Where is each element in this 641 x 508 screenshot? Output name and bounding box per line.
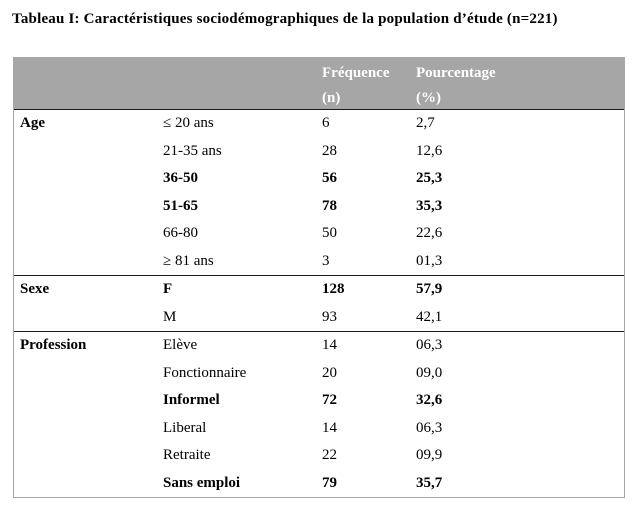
table-title: Tableau I: Caractéristiques sociodémogra…	[12, 11, 558, 27]
table-row: Age ≤ 20 ans 6 2,7	[14, 110, 624, 138]
label-cell: Fonctionnaire	[163, 364, 247, 381]
frequency-cell: 22	[322, 447, 337, 464]
col-header-pourcentage-line2: (%)	[416, 90, 441, 106]
table-row: M 93 42,1	[14, 304, 624, 332]
percentage-cell: 06,3	[416, 337, 443, 354]
col-header-frequence-line1: Fréquence	[322, 65, 390, 81]
percentage-cell: 09,0	[416, 364, 443, 381]
table-row: 36-50 56 25,3	[14, 165, 624, 193]
percentage-cell: 32,6	[416, 392, 443, 409]
percentage-cell: 42,1	[416, 308, 443, 325]
table-row: Retraite 22 09,9	[14, 442, 624, 470]
table-row: Sexe F 128 57,9	[14, 276, 624, 304]
category-cell: Profession	[20, 337, 87, 354]
table-body: Age ≤ 20 ans 6 2,7 21-35 ans 28 12,6 36-…	[14, 110, 624, 497]
frequency-cell: 14	[322, 337, 337, 354]
label-cell: Sans emploi	[163, 474, 241, 491]
header-spacer-label	[163, 61, 322, 109]
frequency-cell: 6	[322, 115, 330, 132]
col-header-pourcentage: Pourcentage (%)	[416, 61, 624, 109]
percentage-cell: 22,6	[416, 225, 443, 242]
frequency-cell: 28	[322, 142, 337, 159]
category-cell: Age	[20, 115, 45, 132]
table-section: Profession Elève 14 06,3 Fonctionnaire 2…	[14, 331, 624, 497]
label-cell: 36-50	[163, 170, 198, 187]
percentage-cell: 25,3	[416, 170, 443, 187]
percentage-cell: 01,3	[416, 252, 443, 269]
frequency-cell: 56	[322, 170, 337, 187]
label-cell: M	[163, 308, 177, 325]
percentage-cell: 35,7	[416, 474, 443, 491]
percentage-cell: 06,3	[416, 419, 443, 436]
table-row: 51-65 78 35,3	[14, 193, 624, 221]
table-row: ≥ 81 ans 3 01,3	[14, 248, 624, 276]
table-row: 66-80 50 22,6	[14, 220, 624, 248]
frequency-cell: 20	[322, 364, 337, 381]
label-cell: 21-35 ans	[163, 142, 222, 159]
label-cell: ≤ 20 ans	[163, 115, 214, 132]
frequency-cell: 79	[322, 474, 337, 491]
percentage-cell: 2,7	[416, 115, 435, 132]
table-row: Informel 72 32,6	[14, 387, 624, 415]
table-section: Age ≤ 20 ans 6 2,7 21-35 ans 28 12,6 36-…	[14, 110, 624, 275]
col-header-frequence: Fréquence (n)	[322, 61, 416, 109]
table-section: Sexe F 128 57,9 M 93 42,1	[14, 275, 624, 331]
label-cell: 66-80	[163, 225, 198, 242]
label-cell: 51-65	[163, 197, 198, 214]
col-header-frequence-line2: (n)	[322, 90, 341, 106]
percentage-cell: 57,9	[416, 281, 443, 298]
percentage-cell: 35,3	[416, 197, 443, 214]
label-cell: Informel	[163, 392, 220, 409]
table-row: Sans emploi 79 35,7	[14, 470, 624, 498]
label-cell: Liberal	[163, 419, 207, 436]
table-row: Liberal 14 06,3	[14, 415, 624, 443]
label-cell: F	[163, 281, 173, 298]
col-header-pourcentage-line1: Pourcentage	[416, 65, 496, 81]
sociodemographic-table: Fréquence (n) Pourcentage (%) Age ≤ 20 a…	[13, 57, 625, 498]
table-row: Profession Elève 14 06,3	[14, 332, 624, 360]
table-header: Fréquence (n) Pourcentage (%)	[14, 57, 624, 110]
frequency-cell: 3	[322, 252, 330, 269]
header-spacer-category	[20, 61, 163, 109]
frequency-cell: 72	[322, 392, 337, 409]
percentage-cell: 09,9	[416, 447, 443, 464]
table-row: 21-35 ans 28 12,6	[14, 138, 624, 166]
frequency-cell: 93	[322, 308, 337, 325]
percentage-cell: 12,6	[416, 142, 443, 159]
table-row: Fonctionnaire 20 09,0	[14, 360, 624, 388]
label-cell: Elève	[163, 337, 198, 354]
frequency-cell: 128	[322, 281, 345, 298]
label-cell: ≥ 81 ans	[163, 252, 214, 269]
frequency-cell: 50	[322, 225, 337, 242]
label-cell: Retraite	[163, 447, 211, 464]
frequency-cell: 14	[322, 419, 337, 436]
frequency-cell: 78	[322, 197, 337, 214]
category-cell: Sexe	[20, 281, 50, 298]
